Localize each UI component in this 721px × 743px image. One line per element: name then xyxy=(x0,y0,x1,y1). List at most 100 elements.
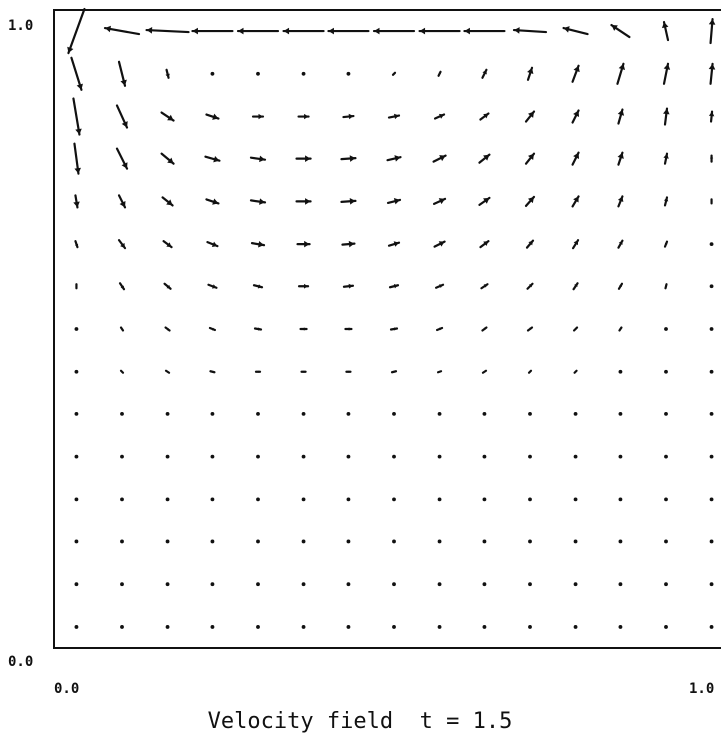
vector-arrow-r6-c0 xyxy=(75,283,78,290)
vector-arrow-r11-c0 xyxy=(74,497,79,502)
vector-arrow-r13-c10 xyxy=(528,582,532,587)
vector-arrow-r10-c1 xyxy=(120,454,124,459)
vector-arrow-r9-c10 xyxy=(528,411,532,416)
vector-arrow-r5-c4 xyxy=(250,241,266,248)
vector-arrow-r1-c6 xyxy=(346,71,351,76)
vector-arrow-r7-c0 xyxy=(74,327,79,331)
vector-arrow-r8-c13 xyxy=(664,369,668,374)
vector-arrow-r11-c10 xyxy=(528,497,532,502)
vector-arrow-r9-c0 xyxy=(74,411,79,416)
vector-arrow-r1-c3 xyxy=(210,71,215,76)
vector-arrow-r4-c6 xyxy=(340,198,357,205)
vector-arrow-r14-c6 xyxy=(346,625,351,629)
vector-arrow-r7-c4 xyxy=(253,327,263,331)
vector-arrow-r9-c12 xyxy=(618,411,623,416)
vector-arrow-r5-c1 xyxy=(117,239,127,250)
vector-arrow-r5-c13 xyxy=(663,240,669,248)
vector-arrow-r10-c11 xyxy=(573,454,578,459)
vector-arrow-r7-c5 xyxy=(299,327,308,331)
vector-arrow-r8-c5 xyxy=(300,370,307,373)
vector-arrow-r7-c14 xyxy=(709,327,714,331)
vector-arrow-r14-c3 xyxy=(210,625,215,629)
vector-arrow-r4-c0 xyxy=(73,194,80,209)
vector-arrow-r12-c14 xyxy=(709,539,714,544)
vector-arrow-r1-c1 xyxy=(117,60,127,87)
vector-arrow-r3-c9 xyxy=(478,153,491,164)
vector-arrow-r8-c11 xyxy=(573,369,578,374)
vector-arrow-r6-c6 xyxy=(342,283,355,289)
vector-arrow-r9-c6 xyxy=(346,411,351,416)
vector-arrow-r9-c5 xyxy=(301,411,306,416)
vector-arrow-r14-c10 xyxy=(528,625,532,629)
vector-arrow-r2-c14 xyxy=(708,110,715,123)
vector-arrow-r3-c1 xyxy=(115,147,129,170)
vector-glyphs xyxy=(67,7,716,629)
vector-arrow-r9-c14 xyxy=(709,411,714,416)
vector-arrow-r11-c5 xyxy=(301,497,306,502)
vector-arrow-r14-c4 xyxy=(256,625,260,629)
vector-arrow-r7-c13 xyxy=(664,327,668,331)
vector-arrow-r5-c12 xyxy=(617,239,624,249)
vector-arrow-r14-c2 xyxy=(165,625,170,629)
vector-arrow-r11-c11 xyxy=(573,497,578,502)
vector-arrow-r11-c2 xyxy=(165,497,170,502)
vector-arrow-r3-c11 xyxy=(571,151,580,166)
vector-arrow-r8-c7 xyxy=(390,370,398,374)
vector-arrow-r14-c9 xyxy=(482,625,487,629)
vector-arrow-r1-c2 xyxy=(165,68,170,79)
vector-arrow-r6-c7 xyxy=(388,283,400,289)
vector-arrow-r10-c10 xyxy=(528,454,532,459)
vector-arrow-r13-c4 xyxy=(256,582,260,587)
vector-arrow-r4-c10 xyxy=(524,195,536,207)
vector-arrow-r3-c4 xyxy=(249,155,267,163)
vector-arrow-r7-c11 xyxy=(572,326,579,332)
vector-arrow-r1-c8 xyxy=(437,70,442,77)
vector-arrow-r10-c14 xyxy=(709,454,714,459)
vector-arrow-r5-c0 xyxy=(74,240,79,249)
vector-arrow-r13-c1 xyxy=(120,582,124,587)
vector-arrow-r6-c1 xyxy=(118,282,126,291)
vector-arrow-r2-c6 xyxy=(342,113,355,120)
vector-arrow-r7-c3 xyxy=(208,326,217,332)
vector-arrow-r7-c6 xyxy=(344,327,353,331)
vector-arrow-r12-c4 xyxy=(256,539,260,544)
vector-arrow-r7-c9 xyxy=(481,326,488,332)
vector-arrow-r4-c13 xyxy=(663,196,669,207)
vector-arrow-r12-c0 xyxy=(74,539,79,544)
vector-arrow-r14-c11 xyxy=(573,625,578,629)
vector-arrow-r4-c11 xyxy=(571,195,580,208)
vector-arrow-r5-c7 xyxy=(387,241,401,247)
vector-arrow-r8-c4 xyxy=(254,370,262,373)
vector-arrow-r4-c5 xyxy=(295,198,312,205)
vector-arrow-r0-c0 xyxy=(67,7,86,55)
y-tick-label-top: 1.0 xyxy=(8,18,33,34)
vector-arrow-r8-c12 xyxy=(618,369,623,374)
vector-arrow-r10-c6 xyxy=(346,454,351,459)
vector-arrow-r14-c8 xyxy=(437,625,442,629)
plot-frame xyxy=(53,9,721,649)
vector-arrow-r11-c6 xyxy=(346,497,351,502)
vector-arrow-r0-c9 xyxy=(463,27,506,35)
vector-arrow-r2-c5 xyxy=(297,113,310,120)
vector-arrow-r8-c10 xyxy=(527,369,533,374)
vector-arrow-r1-c12 xyxy=(616,62,626,85)
vector-arrow-r12-c12 xyxy=(618,539,623,544)
vector-arrow-r10-c13 xyxy=(664,454,668,459)
vector-arrow-r2-c11 xyxy=(571,109,580,124)
vector-arrow-r0-c12 xyxy=(610,23,631,39)
vector-arrow-r0-c10 xyxy=(512,27,548,34)
vector-arrow-r11-c4 xyxy=(256,497,260,502)
vector-arrow-r14-c1 xyxy=(120,625,124,629)
vector-arrow-r6-c11 xyxy=(572,282,579,291)
vector-arrow-r13-c14 xyxy=(709,582,714,587)
vector-arrow-r1-c11 xyxy=(571,64,580,83)
vector-arrow-r10-c8 xyxy=(437,454,442,459)
vector-arrow-r3-c8 xyxy=(432,154,447,163)
vector-arrow-r2-c2 xyxy=(160,111,175,122)
vector-arrow-r4-c7 xyxy=(386,198,402,205)
vector-arrow-r4-c14 xyxy=(710,198,713,205)
vector-arrow-r9-c3 xyxy=(210,411,215,416)
vector-arrow-r3-c10 xyxy=(524,152,536,165)
vector-arrow-r8-c2 xyxy=(164,369,171,374)
